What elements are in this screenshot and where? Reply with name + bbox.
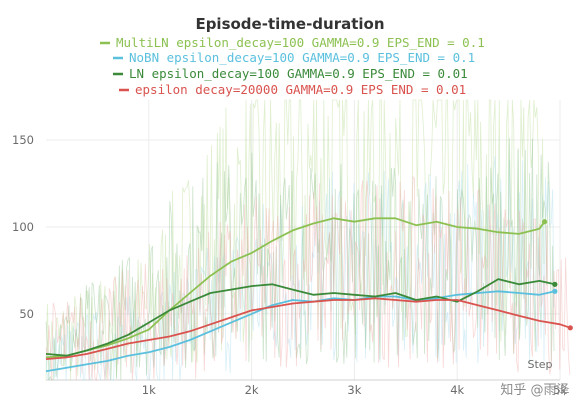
series-lines bbox=[45, 217, 573, 373]
series-end-marker bbox=[552, 281, 558, 287]
series-line bbox=[45, 217, 546, 359]
x-tick-label: 1k bbox=[142, 383, 156, 397]
series-end-marker bbox=[567, 325, 573, 331]
series-end-marker bbox=[541, 219, 548, 225]
x-axis-label: Step bbox=[527, 358, 552, 371]
legend-label: NoBN epsilon_decay=100 GAMMA=0.9 EPS_END… bbox=[129, 50, 475, 65]
x-axis-ticks: 1k 2k 3k 4k 5k bbox=[142, 383, 568, 397]
legend-label: LN epsilon_decay=100 GAMMA=0.9 EPS_END =… bbox=[129, 66, 468, 81]
x-tick-label: 5k bbox=[553, 383, 567, 397]
series-line bbox=[45, 278, 556, 357]
x-tick-label: 4k bbox=[450, 383, 464, 397]
x-tick-label: 2k bbox=[245, 383, 259, 397]
y-axis-ticks: 50 100 150 bbox=[12, 133, 34, 321]
x-tick-label: 3k bbox=[347, 383, 361, 397]
raw-noise-layer bbox=[45, 99, 571, 382]
legend-label: epsilon decay=20000 GAMMA=0.9 EPS END = … bbox=[135, 82, 466, 97]
series-line bbox=[45, 297, 571, 360]
series-end-marker bbox=[552, 288, 558, 294]
chart-title: Episode-time-duration bbox=[195, 15, 384, 33]
raw-trace bbox=[45, 175, 571, 382]
watermark: 知乎 @雨泽 bbox=[500, 382, 569, 398]
y-tick-label: 150 bbox=[12, 133, 34, 147]
y-tick-label: 50 bbox=[19, 307, 34, 321]
y-tick-label: 100 bbox=[12, 220, 34, 234]
raw-trace bbox=[45, 156, 555, 381]
raw-trace bbox=[45, 138, 555, 381]
raw-trace bbox=[45, 99, 545, 381]
legend-label: MultiLN epsilon_decay=100 GAMMA=0.9 EPS_… bbox=[116, 35, 485, 50]
legend: MultiLN epsilon_decay=100 GAMMA=0.9 EPS_… bbox=[100, 35, 485, 97]
